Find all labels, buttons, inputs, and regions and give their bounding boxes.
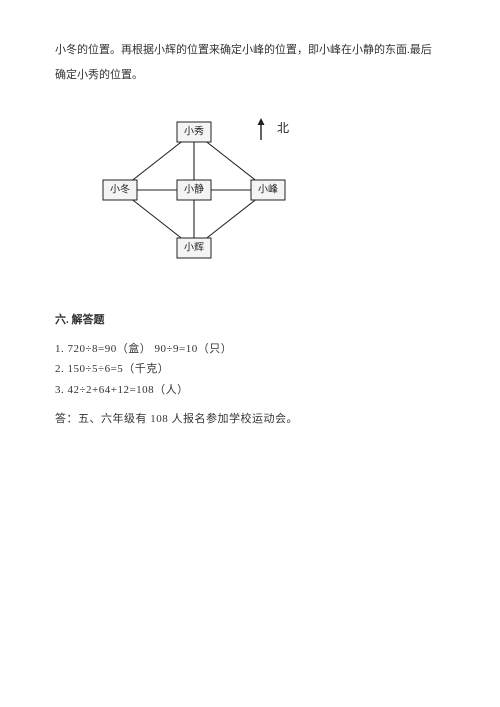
diagram-node-hui: 小辉 (177, 238, 211, 258)
diagram-edge (207, 142, 255, 180)
intro-line-1: 小冬的位置。再根据小辉的位置来确定小峰的位置，即小峰在小静的东面.最后 (55, 40, 445, 61)
answer-2: 2. 150÷5÷6=5（千克） (55, 359, 445, 380)
diagram-node-feng: 小峰 (251, 180, 285, 200)
svg-text:小峰: 小峰 (258, 183, 278, 195)
diagram-edge (207, 200, 255, 238)
answer-1: 1. 720÷8=90（盒） 90÷9=10（只） (55, 339, 445, 360)
diagram-edge (133, 200, 181, 238)
north-arrow-head (258, 118, 265, 125)
position-diagram: 小秀小静小辉 小冬 小峰 北 (55, 110, 445, 288)
intro-line-2: 确定小秀的位置。 (55, 65, 445, 86)
diagram-node-xiu: 小秀 (177, 122, 211, 142)
svg-text:小冬: 小冬 (110, 182, 130, 195)
svg-text:小辉: 小辉 (184, 241, 204, 253)
answer-3: 3. 42÷2+64+12=108（人） (55, 380, 445, 401)
diagram-edge (133, 142, 181, 180)
north-label: 北 (277, 121, 289, 135)
answer-summary: 答：五、六年级有 108 人报名参加学校运动会。 (55, 409, 445, 430)
svg-text:小秀: 小秀 (184, 125, 204, 137)
diagram-node-dong: 小冬 (103, 180, 137, 200)
diagram-node-jing: 小静 (177, 180, 211, 200)
section-6-heading: 六. 解答题 (55, 310, 445, 331)
diagram-svg: 小秀小静小辉 小冬 小峰 北 (55, 110, 315, 280)
svg-text:小静: 小静 (184, 182, 204, 195)
